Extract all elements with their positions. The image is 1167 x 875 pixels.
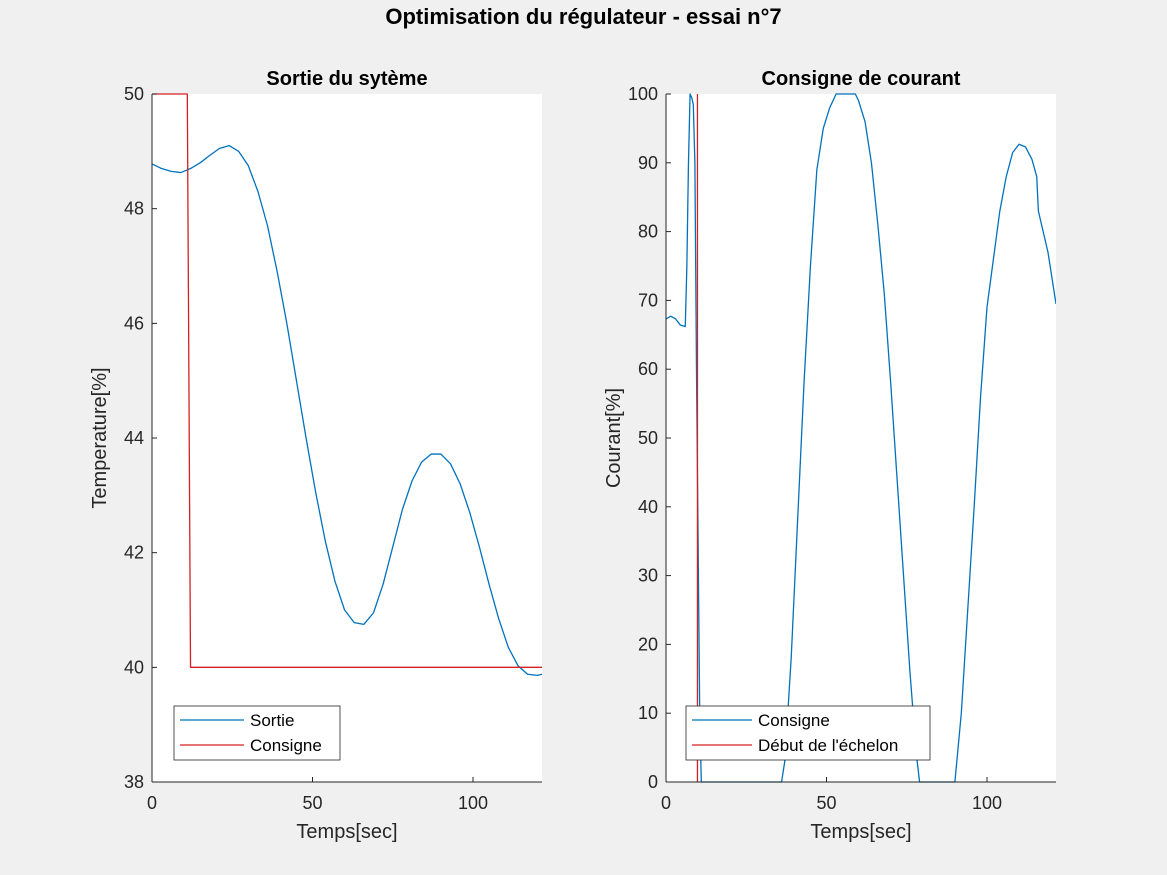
legend-label: Sortie [250, 711, 294, 730]
y-tick-label: 100 [628, 84, 658, 104]
figure-title: Optimisation du régulateur - essai n°7 [385, 4, 782, 29]
x-tick-label: 100 [458, 793, 488, 813]
y-tick-label: 50 [124, 84, 144, 104]
y-axis-label: Courant[%] [603, 388, 625, 488]
y-tick-label: 42 [124, 543, 144, 563]
x-tick-label: 0 [147, 793, 157, 813]
legend: Sortie Consigne [173, 705, 341, 761]
legend-label: Consigne [758, 711, 830, 730]
legend-box [685, 705, 931, 761]
y-tick-label: 60 [638, 359, 658, 379]
series-line-2 [152, 93, 542, 668]
plot-area [666, 94, 1056, 782]
y-tick-label: 46 [124, 313, 144, 333]
y-tick-label: 70 [638, 290, 658, 310]
x-tick-label: 100 [972, 793, 1002, 813]
y-tick-label: 30 [638, 566, 658, 586]
y-tick-label: 0 [648, 772, 658, 792]
legend-box [173, 705, 341, 761]
legend: Consigne Début de l'échelon [685, 705, 931, 761]
x-tick-label: 0 [661, 793, 671, 813]
subplot-1: 0 50 100 38 40 42 44 46 48 50 Sortie du sytème Temp… [89, 68, 542, 843]
y-tick-label: 50 [638, 428, 658, 448]
x-tick-label: 50 [302, 793, 322, 813]
legend-label: Consigne [250, 736, 322, 755]
y-tick-label: 48 [124, 199, 144, 219]
subplot-2: 0 50 100 0 10 20 30 40 50 60 70 80 90 100 Consigne de … [603, 68, 1056, 843]
subplot-title: Sortie du sytème [266, 68, 427, 90]
y-tick-label: 40 [124, 657, 144, 677]
y-tick-label: 40 [638, 497, 658, 517]
y-tick-label: 10 [638, 703, 658, 723]
y-tick-label: 44 [124, 428, 144, 448]
subplot-title: Consigne de courant [762, 68, 961, 90]
legend-label: Début de l'échelon [758, 736, 898, 755]
x-tick-label: 50 [816, 793, 836, 813]
x-axis-label: Temps[sec] [296, 821, 397, 843]
plot-area [152, 94, 542, 782]
y-tick-label: 20 [638, 634, 658, 654]
y-tick-label: 80 [638, 222, 658, 242]
y-tick-label: 38 [124, 772, 144, 792]
series-line-1 [152, 144, 542, 677]
y-tick-label: 90 [638, 153, 658, 173]
x-axis-label: Temps[sec] [810, 821, 911, 843]
y-axis-label: Temperature[%] [89, 367, 111, 508]
series-line-1 [666, 93, 1056, 783]
